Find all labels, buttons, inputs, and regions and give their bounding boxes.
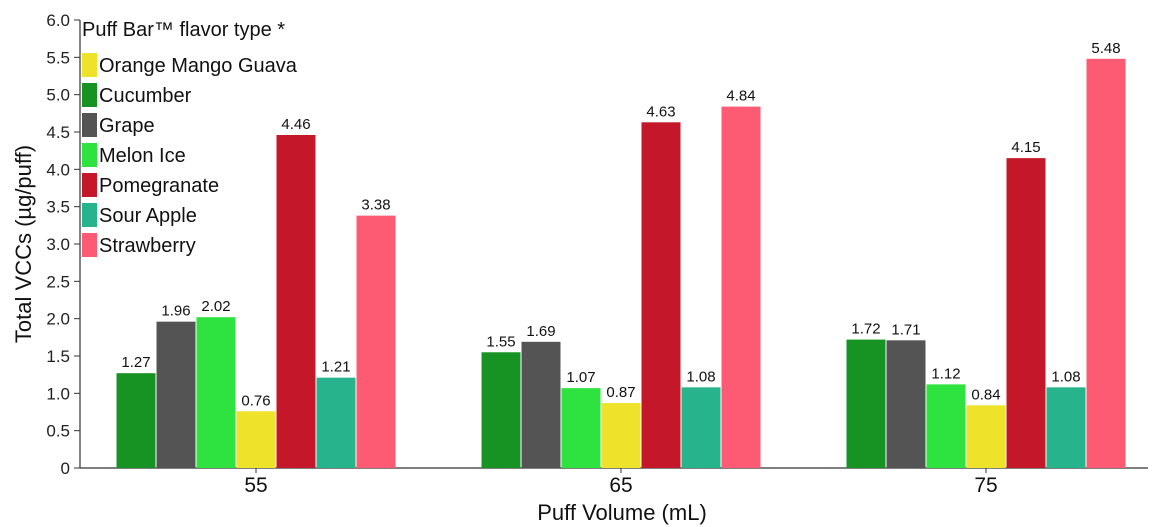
bar-strawberry-55 bbox=[356, 215, 396, 468]
bar-sour-apple-55 bbox=[316, 377, 356, 468]
data-label: 0.76 bbox=[241, 392, 270, 409]
data-label: 1.69 bbox=[526, 323, 555, 340]
data-label: 4.46 bbox=[281, 116, 310, 133]
bar-melon-ice-75 bbox=[926, 384, 966, 468]
y-tick-label: 0 bbox=[61, 459, 70, 478]
legend: Puff Bar™ flavor type * Orange Mango Gua… bbox=[82, 19, 298, 257]
bar-grape-75 bbox=[886, 340, 926, 468]
y-axis: 0 0.5 1.0 1.5 2.0 2.5 3.0 3.5 4.0 4.5 5.0 5.5 6.0 bbox=[46, 11, 81, 478]
data-label: 3.38 bbox=[361, 197, 390, 214]
bar-melon-ice-65 bbox=[561, 388, 601, 468]
data-label: 1.12 bbox=[931, 365, 960, 382]
data-label: 1.08 bbox=[686, 368, 715, 385]
y-tick-label: 4.5 bbox=[46, 123, 70, 142]
data-label: 4.15 bbox=[1011, 139, 1040, 156]
data-label: 0.84 bbox=[971, 386, 1000, 403]
bars bbox=[116, 58, 1126, 469]
data-label: 1.21 bbox=[321, 359, 350, 376]
y-tick-label: 6.0 bbox=[46, 11, 70, 30]
legend-swatch-sour-apple bbox=[82, 203, 97, 227]
y-tick-label: 2.5 bbox=[46, 272, 70, 291]
bar-grape-55 bbox=[156, 321, 196, 468]
data-label: 0.87 bbox=[606, 384, 635, 401]
legend-item-label: Cucumber bbox=[99, 85, 192, 107]
bar-sour-apple-75 bbox=[1046, 387, 1086, 468]
legend-swatch-cucumber bbox=[82, 83, 97, 107]
y-tick-label: 5.5 bbox=[46, 48, 70, 67]
data-label: 4.63 bbox=[646, 103, 675, 120]
y-tick-label: 3.0 bbox=[46, 235, 70, 254]
y-axis-title: Total VCCs (µg/puff) bbox=[11, 145, 36, 343]
data-label: 1.71 bbox=[891, 321, 920, 338]
bar-sour-apple-65 bbox=[681, 387, 721, 468]
x-tick-label: 65 bbox=[609, 474, 632, 497]
value-labels: 1.27 1.96 2.02 0.76 4.46 1.21 3.38 1.55 1.69 1.07… bbox=[121, 40, 1120, 409]
bar-strawberry-65 bbox=[721, 106, 761, 468]
x-tick-label: 55 bbox=[244, 474, 267, 497]
bar-cucumber-75 bbox=[846, 339, 886, 468]
y-tick-label: 3.5 bbox=[46, 198, 70, 217]
y-tick-label: 1.0 bbox=[46, 384, 70, 403]
bar-orange-mango-guava-65 bbox=[601, 403, 641, 468]
data-label: 4.84 bbox=[726, 88, 755, 105]
data-label: 1.07 bbox=[566, 369, 595, 386]
legend-swatch-pomegranate bbox=[82, 173, 97, 197]
bar-pomegranate-65 bbox=[641, 122, 681, 468]
data-label: 1.96 bbox=[161, 303, 190, 320]
legend-swatch-melon-ice bbox=[82, 143, 97, 167]
bar-orange-mango-guava-75 bbox=[966, 405, 1006, 468]
bar-grape-65 bbox=[521, 341, 561, 468]
data-label: 1.27 bbox=[121, 354, 150, 371]
y-tick-label: 5.0 bbox=[46, 86, 70, 105]
legend-item-label: Strawberry bbox=[99, 235, 196, 257]
bar-pomegranate-75 bbox=[1006, 158, 1046, 468]
legend-item-label: Grape bbox=[99, 115, 155, 137]
data-label: 1.55 bbox=[486, 333, 515, 350]
data-label: 2.02 bbox=[201, 298, 230, 315]
y-tick-label: 0.5 bbox=[46, 422, 70, 441]
x-axis-title: Puff Volume (mL) bbox=[537, 500, 707, 525]
x-tick-label: 75 bbox=[974, 474, 997, 497]
y-tick-label: 2.0 bbox=[46, 310, 70, 329]
legend-item-label: Melon Ice bbox=[99, 145, 186, 167]
bar-cucumber-65 bbox=[481, 352, 521, 468]
legend-item-label: Sour Apple bbox=[99, 205, 197, 227]
bar-cucumber-55 bbox=[116, 373, 156, 468]
y-tick-label: 1.5 bbox=[46, 347, 70, 366]
y-tick-label: 4.0 bbox=[46, 160, 70, 179]
legend-item-label: Orange Mango Guava bbox=[99, 55, 298, 77]
x-axis: 55 65 75 bbox=[80, 467, 1148, 497]
legend-title: Puff Bar™ flavor type * bbox=[82, 19, 285, 41]
data-label: 1.72 bbox=[851, 321, 880, 338]
data-label: 5.48 bbox=[1091, 40, 1120, 57]
legend-item-label: Pomegranate bbox=[99, 175, 219, 197]
bar-orange-mango-guava-55 bbox=[236, 411, 276, 468]
legend-swatch-grape bbox=[82, 113, 97, 137]
legend-swatch-strawberry bbox=[82, 233, 97, 257]
legend-swatch-orange-mango-guava bbox=[82, 53, 97, 77]
data-label: 1.08 bbox=[1051, 368, 1080, 385]
bar-pomegranate-55 bbox=[276, 134, 316, 468]
bar-strawberry-75 bbox=[1086, 58, 1126, 469]
bar-melon-ice-55 bbox=[196, 317, 236, 468]
